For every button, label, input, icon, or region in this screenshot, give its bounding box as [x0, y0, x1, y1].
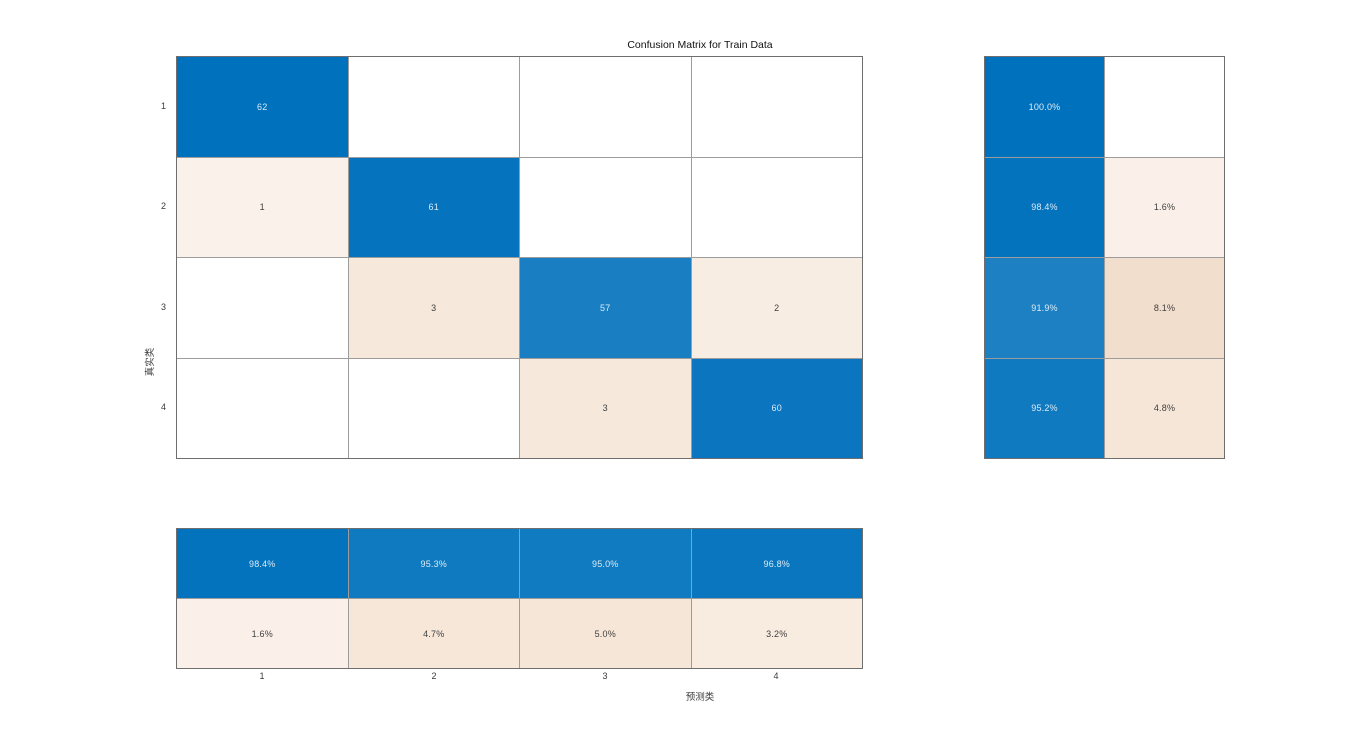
y-tick-class-1: 1: [160, 101, 166, 111]
matrix-cell-r2c2: 61: [348, 157, 519, 257]
chart-title: Confusion Matrix for Train Data: [627, 39, 773, 51]
x-tick-class-1: 1: [259, 671, 265, 681]
matrix-cell-r1c1: 62: [177, 57, 348, 157]
col-summary-cell-r2c2: 4.7%: [348, 599, 519, 668]
col-summary-cell-r1c3: 95.0%: [520, 529, 691, 598]
matrix-cell-r4c4: 60: [691, 358, 862, 458]
x-tick-class-4: 4: [773, 671, 779, 681]
column-summary-grid: 98.4% 95.3% 95.0% 96.8% 1.6% 4.7% 5.0% 3.2%: [176, 528, 863, 669]
col-summary-cell-r2c3: 5.0%: [520, 599, 691, 668]
matrix-cell-r3c1: [177, 258, 348, 358]
col-summary-cell-r2c4: 3.2%: [691, 599, 862, 668]
col-summary-cell-r2c1: 1.6%: [177, 599, 348, 668]
row-summary-cell-r4c2: 4.8%: [1105, 358, 1224, 458]
x-tick-class-2: 2: [431, 671, 437, 681]
row-summary-cell-r3c1: 91.9%: [985, 258, 1104, 358]
y-tick-class-4: 4: [160, 402, 166, 412]
matrix-cell-r4c1: [177, 358, 348, 458]
col-summary-cell-r1c2: 95.3%: [348, 529, 519, 598]
x-tick-class-3: 3: [602, 671, 608, 681]
matrix-cell-r4c2: [348, 358, 519, 458]
col-summary-cell-r1c4: 96.8%: [691, 529, 862, 598]
matrix-cell-r3c3: 57: [520, 258, 691, 358]
row-summary-cell-r3c2: 8.1%: [1105, 258, 1224, 358]
matrix-cell-r1c4: [691, 57, 862, 157]
matrix-cell-r4c3: 3: [520, 358, 691, 458]
confusion-matrix-grid: 62 1 61 3 57 2 3 60: [176, 56, 863, 459]
matrix-cell-r2c1: 1: [177, 157, 348, 257]
row-summary-cell-r4c1: 95.2%: [985, 358, 1104, 458]
matrix-cell-r3c4: 2: [691, 258, 862, 358]
matrix-cell-r1c2: [348, 57, 519, 157]
row-summary-grid: 100.0% 98.4% 1.6% 91.9% 8.1% 95.2% 4.8%: [984, 56, 1225, 459]
matrix-cell-r2c3: [520, 157, 691, 257]
matrix-cell-r3c2: 3: [348, 258, 519, 358]
col-summary-cell-r1c1: 98.4%: [177, 529, 348, 598]
y-tick-class-3: 3: [160, 302, 166, 312]
y-tick-class-2: 2: [160, 201, 166, 211]
row-summary-cell-r2c1: 98.4%: [985, 157, 1104, 257]
row-summary-cell-r1c1: 100.0%: [985, 57, 1104, 157]
y-axis-label: 真实类: [145, 347, 156, 377]
matrix-cell-r1c3: [520, 57, 691, 157]
row-summary-cell-r1c2: [1105, 57, 1224, 157]
row-summary-cell-r2c2: 1.6%: [1105, 157, 1224, 257]
matrix-cell-r2c4: [691, 157, 862, 257]
x-axis-label: 预测类: [685, 692, 715, 703]
